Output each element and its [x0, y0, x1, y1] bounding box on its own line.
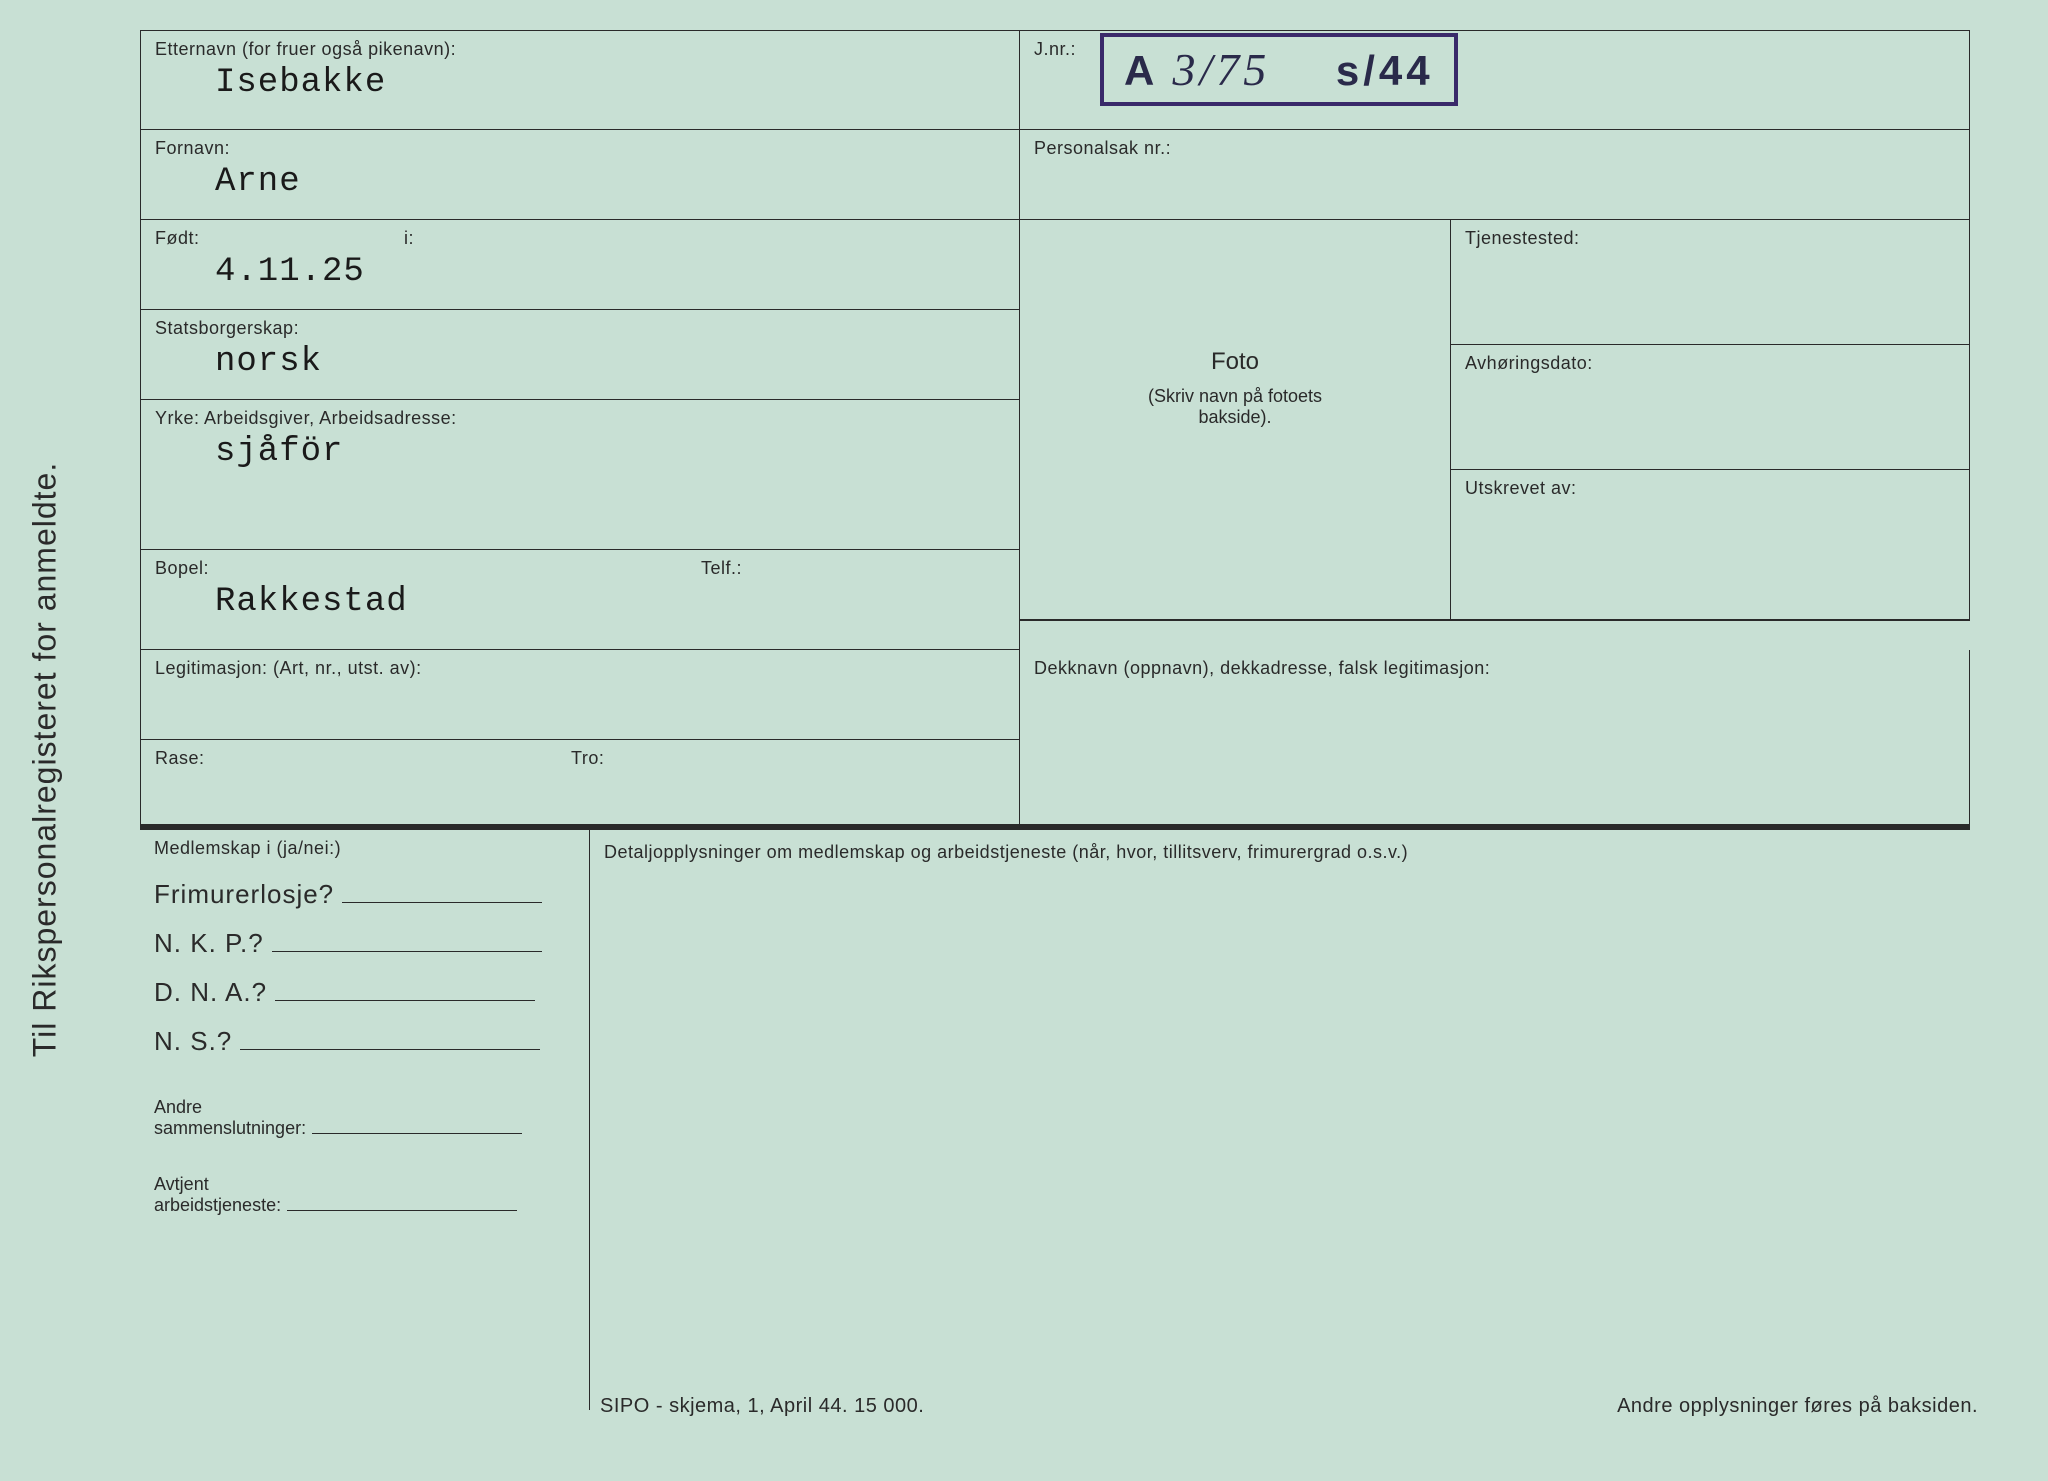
value-yrke: sjåför [215, 433, 1005, 471]
label-utskrevet: Utskrevet av: [1465, 478, 1955, 499]
label-foto-sub: (Skriv navn på fotoets bakside). [1128, 386, 1343, 428]
label-etternavn: Etternavn (for fruer også pikenavn): [155, 39, 1005, 60]
avtjent: Avtjent arbeidstjeneste: [154, 1174, 575, 1216]
value-statsborgerskap: norsk [215, 343, 1005, 381]
membership-4: N. S.? [154, 1026, 575, 1057]
label-statsborgerskap: Statsborgerskap: [155, 318, 1005, 339]
stamp-num: 3/75 [1172, 44, 1270, 95]
label-foto: Foto [1128, 348, 1343, 376]
field-avhoringsdato: Avhøringsdato: [1450, 345, 1970, 470]
membership-1: Frimurerlosje? [154, 879, 575, 910]
field-foto: Foto (Skriv navn på fotoets bakside). [1020, 220, 1450, 620]
field-yrke: Yrke: Arbeidsgiver, Arbeidsadresse: sjåf… [140, 400, 1020, 550]
field-tjenestested: Tjenestested: [1450, 220, 1970, 345]
divider-right [1020, 620, 1970, 637]
field-dekknavn: Dekknavn (oppnavn), dekkadresse, falsk l… [1020, 650, 1970, 825]
foto-text: Foto (Skriv navn på fotoets bakside). [1128, 348, 1343, 428]
label-telf: Telf.: [701, 558, 742, 579]
label-fodt-i: i: [404, 228, 414, 248]
field-etternavn: Etternavn (for fruer også pikenavn): Ise… [140, 30, 1020, 130]
side-title: Til Rikspersonalregisteret for anmeldte. [27, 461, 64, 1056]
value-fodt: 4.11.25 [215, 253, 1005, 291]
label-bopel: Bopel: [155, 558, 209, 578]
stamp-container: A 3/75 s/44 [1100, 33, 1458, 106]
stamp-a: A [1124, 47, 1157, 94]
label-detaljopp: Detaljopplysninger om medlemskap og arbe… [604, 842, 1956, 863]
value-bopel: Rakkestad [215, 583, 1005, 621]
label-rase: Rase: [155, 748, 205, 768]
label-medlemskap: Medlemskap i (ja/nei:) [154, 838, 575, 859]
label-avhoringsdato: Avhøringsdato: [1465, 353, 1955, 374]
field-utskrevet: Utskrevet av: [1450, 470, 1970, 620]
membership-2: N. K. P.? [154, 928, 575, 959]
field-detaljopp: Detaljopplysninger om medlemskap og arbe… [590, 830, 1970, 1410]
field-statsborgerskap: Statsborgerskap: norsk [140, 310, 1020, 400]
label-tro: Tro: [571, 748, 604, 769]
value-fornavn: Arne [215, 163, 1005, 201]
label-tjenestested: Tjenestested: [1465, 228, 1955, 249]
value-etternavn: Isebakke [215, 64, 1005, 102]
field-fornavn: Fornavn: Arne [140, 130, 1020, 220]
stamp-box: A 3/75 s/44 [1100, 33, 1458, 106]
field-bopel: Bopel: Telf.: Rakkestad [140, 550, 1020, 650]
stamp-suffix: s/44 [1336, 47, 1434, 94]
andre-samm: Andre sammenslutninger: [154, 1097, 575, 1139]
footer-andre-opp: Andre opplysninger føres på baksiden. [1617, 1395, 1978, 1418]
label-legitimasjon: Legitimasjon: (Art, nr., utst. av): [155, 658, 1005, 679]
footer-sipo: SIPO - skjema, 1, April 44. 15 000. [600, 1395, 924, 1418]
field-rase-tro: Rase: Tro: [140, 740, 1020, 825]
form-area: Etternavn (for fruer også pikenavn): Ise… [90, 30, 2008, 1451]
field-jnr: J.nr.: A 3/75 s/44 [1020, 30, 1970, 130]
membership-3: D. N. A.? [154, 977, 575, 1008]
field-personalsak: Personalsak nr.: [1020, 130, 1970, 220]
label-fornavn: Fornavn: [155, 138, 1005, 159]
label-dekknavn: Dekknavn (oppnavn), dekkadresse, falsk l… [1034, 658, 1955, 679]
field-fodt: Født: i: 4.11.25 [140, 220, 1020, 310]
label-yrke: Yrke: Arbeidsgiver, Arbeidsadresse: [155, 408, 1005, 429]
field-legitimasjon: Legitimasjon: (Art, nr., utst. av): [140, 650, 1020, 740]
registration-card: Til Rikspersonalregisteret for anmeldte.… [0, 0, 2048, 1481]
field-medlemskap: Medlemskap i (ja/nei:) Frimurerlosje? N.… [140, 830, 590, 1410]
label-personalsak: Personalsak nr.: [1034, 138, 1955, 159]
label-fodt: Født: [155, 228, 200, 248]
